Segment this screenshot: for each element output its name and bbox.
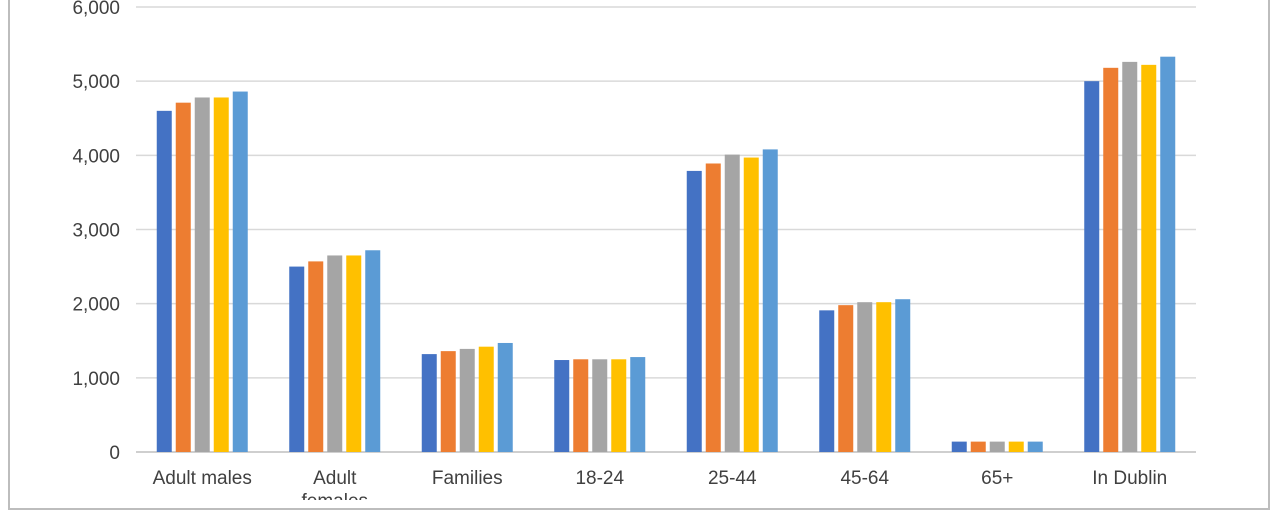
y-tick-label: 1,000 bbox=[72, 369, 120, 390]
y-axis-ticks: 0 1,000 2,000 3,000 4,000 5,000 6,000 bbox=[72, 0, 120, 464]
bar bbox=[194, 97, 210, 452]
bar bbox=[421, 354, 437, 452]
y-tick-label: 6,000 bbox=[72, 0, 120, 19]
bar bbox=[743, 157, 759, 452]
y-tick-label: 4,000 bbox=[72, 146, 120, 167]
bars bbox=[156, 56, 1176, 453]
bar bbox=[611, 359, 627, 452]
bar bbox=[838, 305, 854, 452]
x-tick-label: 18-24 bbox=[575, 468, 624, 489]
bar bbox=[1027, 441, 1043, 452]
bar bbox=[478, 346, 494, 452]
x-tick-label-line: females bbox=[301, 491, 368, 500]
x-tick-label: In Dublin bbox=[1092, 468, 1167, 489]
bar bbox=[289, 266, 305, 452]
bar bbox=[857, 302, 873, 452]
x-tick-label: 65+ bbox=[981, 468, 1013, 489]
bar bbox=[630, 357, 646, 452]
bar bbox=[1103, 67, 1119, 453]
bar bbox=[951, 441, 967, 452]
x-tick-label: Families bbox=[432, 468, 503, 489]
bar bbox=[327, 255, 343, 452]
bar bbox=[156, 110, 172, 452]
x-tick-label: 25-44 bbox=[708, 468, 757, 489]
x-tick-label: 45-64 bbox=[840, 468, 889, 489]
bar bbox=[459, 348, 475, 452]
x-tick-label: Adult males bbox=[153, 468, 252, 489]
bar bbox=[724, 154, 740, 452]
x-tick-label: Adult females bbox=[301, 468, 368, 500]
x-axis-ticks: Adult males Adult females Families 18-24 25-4… bbox=[153, 468, 1168, 500]
bar bbox=[440, 351, 456, 452]
bar bbox=[592, 359, 608, 452]
bar bbox=[346, 255, 362, 452]
bar bbox=[705, 163, 721, 452]
bar bbox=[819, 310, 835, 452]
bar bbox=[1160, 56, 1176, 453]
bar bbox=[573, 359, 589, 452]
x-tick-label-line: Adult bbox=[313, 468, 357, 489]
bar bbox=[554, 360, 570, 452]
bar bbox=[895, 299, 911, 452]
bar bbox=[1141, 64, 1157, 452]
y-tick-label: 0 bbox=[109, 443, 120, 464]
bar bbox=[308, 261, 324, 452]
bar bbox=[686, 170, 702, 453]
bar bbox=[1008, 441, 1024, 452]
bar bbox=[497, 342, 513, 452]
bar bbox=[762, 149, 778, 452]
y-tick-label: 3,000 bbox=[72, 221, 120, 242]
bar bbox=[1084, 81, 1100, 453]
y-tick-label: 2,000 bbox=[72, 295, 120, 316]
bar bbox=[970, 441, 986, 452]
y-tick-label: 5,000 bbox=[72, 72, 120, 93]
bar bbox=[876, 302, 892, 452]
bar bbox=[213, 97, 229, 452]
bar bbox=[989, 441, 1005, 452]
bar bbox=[1122, 61, 1138, 453]
bar bbox=[365, 250, 381, 452]
bar bbox=[232, 91, 248, 453]
bar bbox=[175, 102, 191, 453]
